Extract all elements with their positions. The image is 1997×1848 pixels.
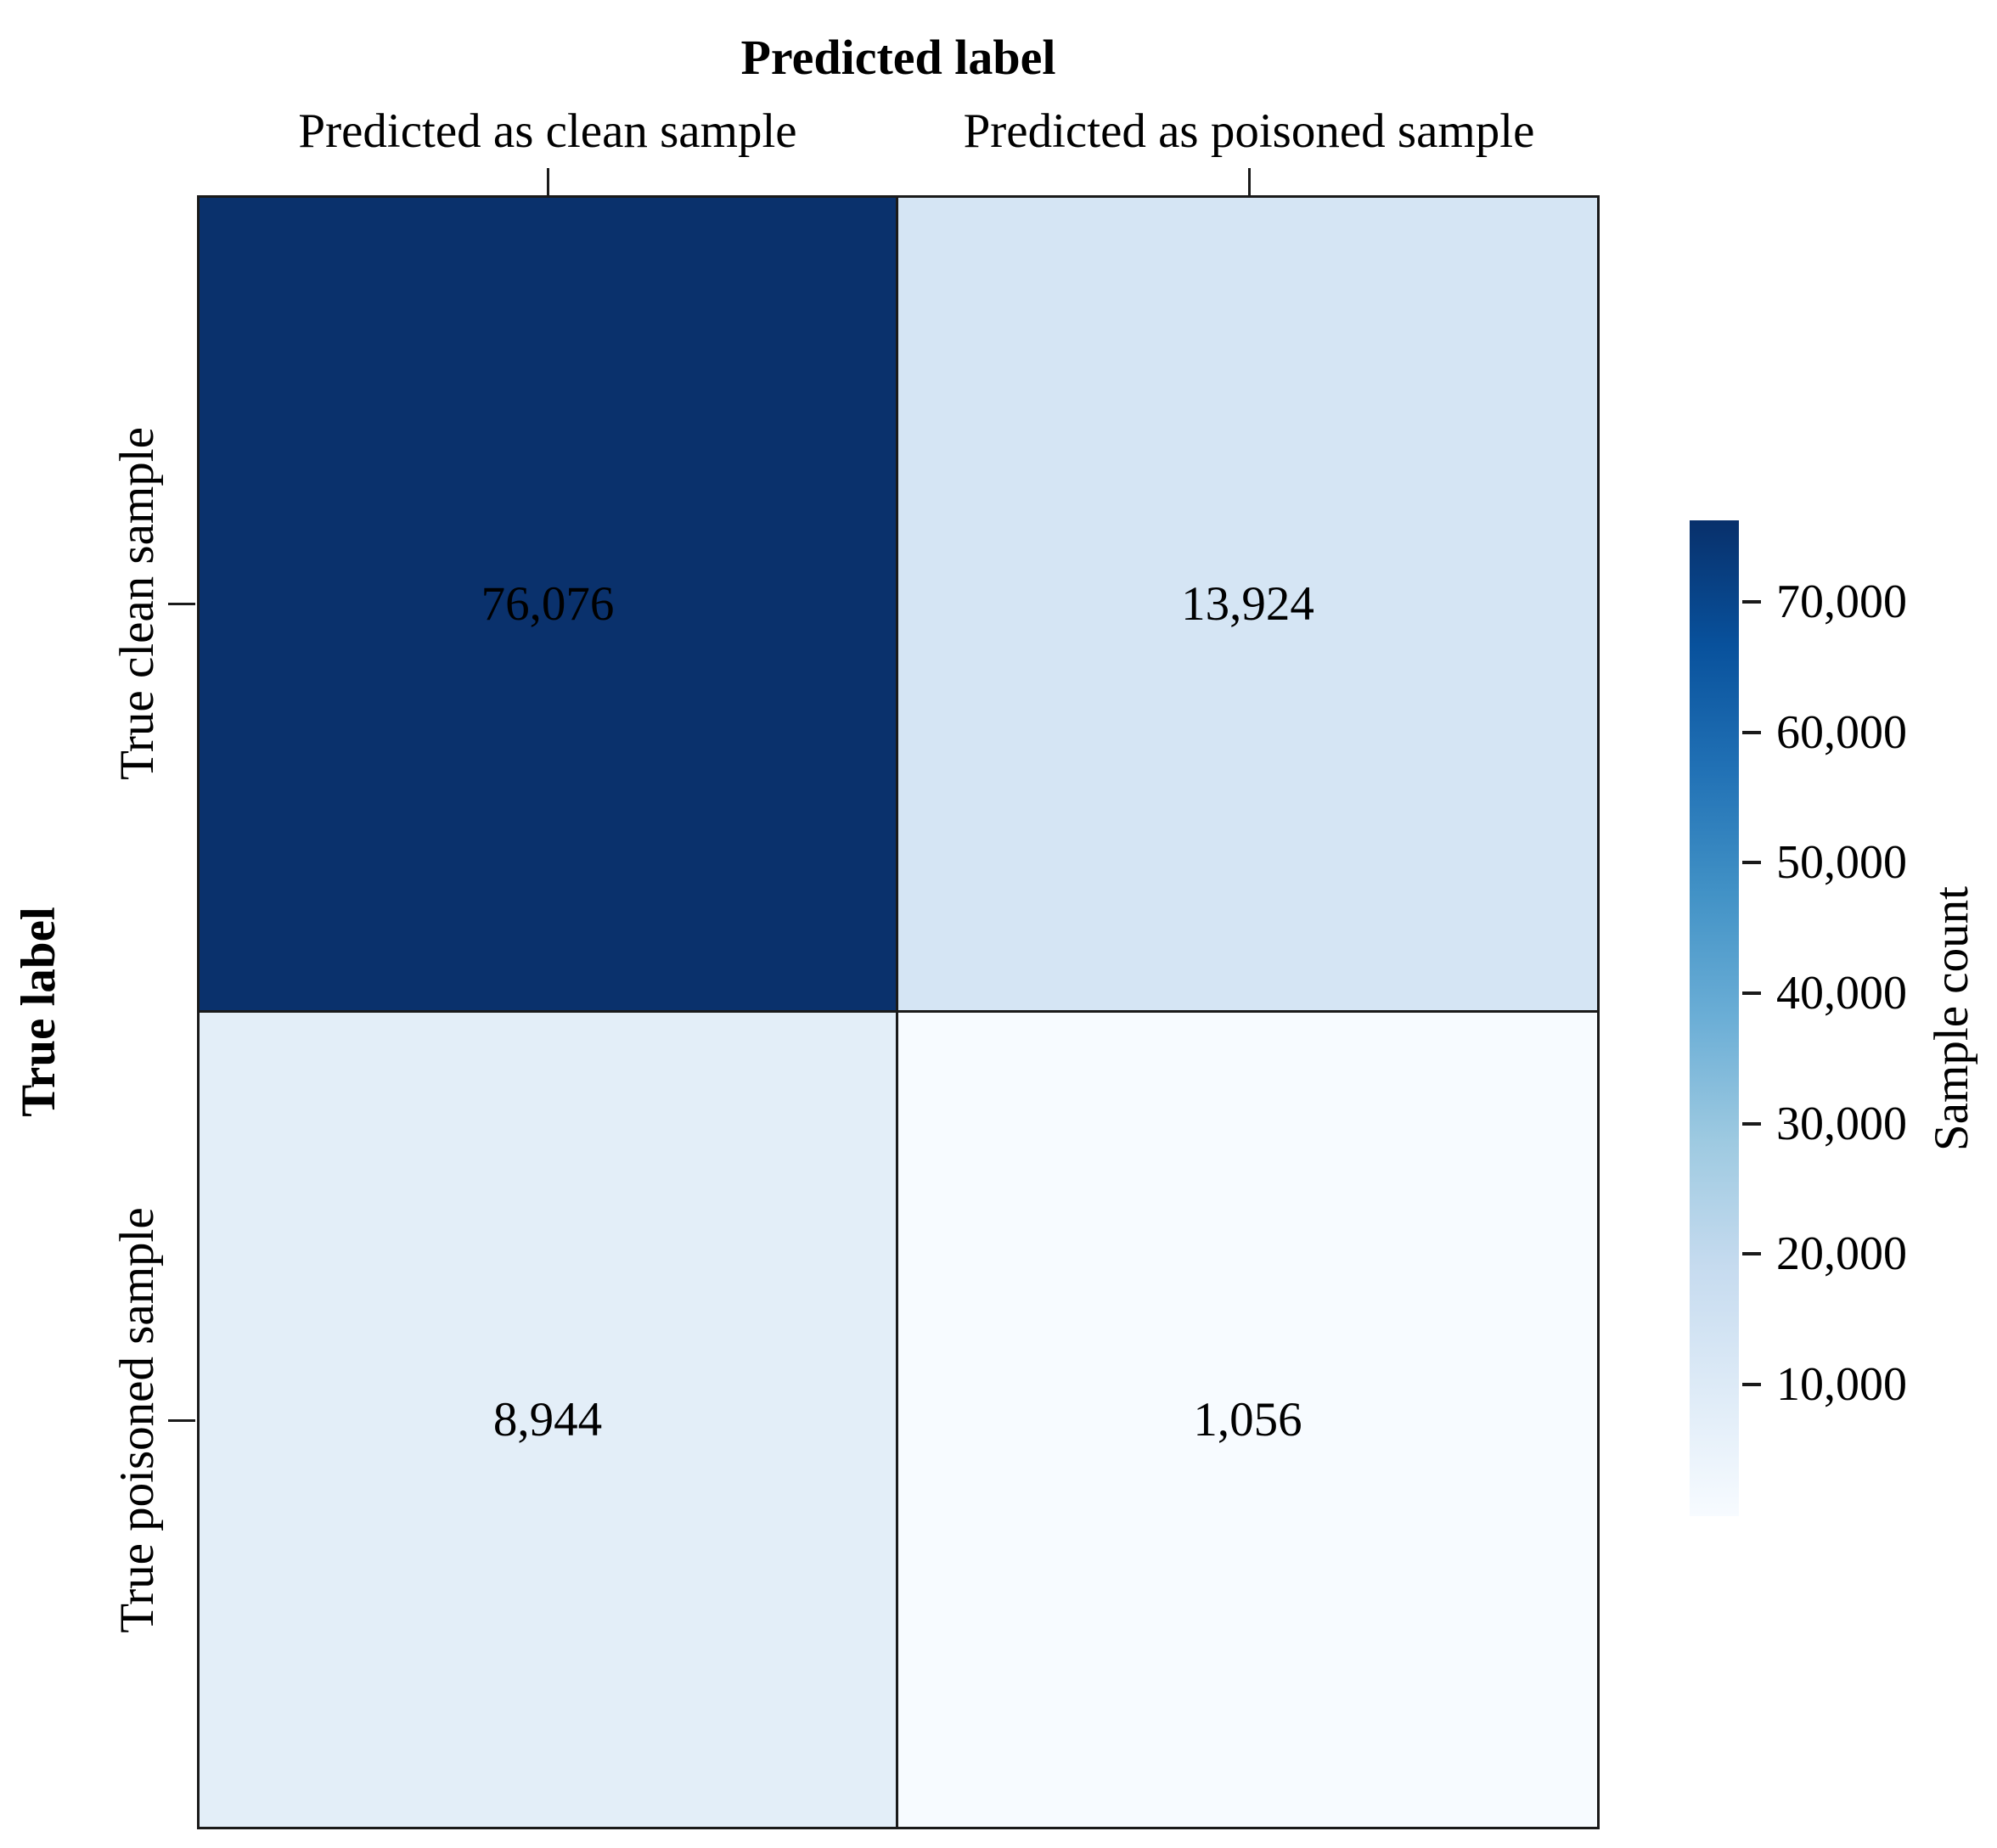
y-axis-title: True label bbox=[12, 907, 65, 1117]
colorbar-tick-label-60000: 60,000 bbox=[1776, 706, 1907, 759]
y-axis-tick-mark-2 bbox=[168, 1419, 195, 1422]
colorbar-tick-mark-70000 bbox=[1742, 600, 1761, 604]
heatmap-grid: 76,076 13,924 8,944 1,056 bbox=[197, 195, 1600, 1829]
cell-true-poisoned-predicted-poisoned: 1,056 bbox=[898, 1012, 1597, 1827]
x-axis-tick-mark-1 bbox=[547, 168, 549, 195]
column-label-predicted-poisoned: Predicted as poisoned sample bbox=[963, 104, 1535, 158]
colorbar-tick-label-20000: 20,000 bbox=[1776, 1227, 1907, 1280]
colorbar-tick-mark-10000 bbox=[1742, 1383, 1761, 1386]
cell-true-clean-predicted-poisoned: 13,924 bbox=[898, 198, 1597, 1013]
colorbar-tick-mark-60000 bbox=[1742, 731, 1761, 734]
colorbar-tick-mark-40000 bbox=[1742, 991, 1761, 995]
row-label-true-poisoned: True poisoned sample bbox=[110, 1207, 164, 1633]
colorbar-tick-label-70000: 70,000 bbox=[1776, 576, 1907, 628]
cell-true-clean-predicted-clean: 76,076 bbox=[200, 198, 898, 1013]
cell-true-poisoned-predicted-clean: 8,944 bbox=[200, 1012, 898, 1827]
x-axis-title: Predicted label bbox=[740, 30, 1056, 85]
colorbar-tick-label-30000: 30,000 bbox=[1776, 1098, 1907, 1150]
colorbar-tick-label-50000: 50,000 bbox=[1776, 836, 1907, 889]
colorbar-gradient bbox=[1690, 520, 1739, 1516]
colorbar-tick-label-40000: 40,000 bbox=[1776, 967, 1907, 1019]
colorbar-tick-mark-50000 bbox=[1742, 861, 1761, 864]
row-label-true-clean: True clean sample bbox=[110, 427, 164, 780]
colorbar-title: Sample count bbox=[1925, 886, 1978, 1151]
y-axis-tick-mark-1 bbox=[168, 603, 195, 605]
x-axis-tick-mark-2 bbox=[1248, 168, 1251, 195]
colorbar-tick-mark-20000 bbox=[1742, 1252, 1761, 1255]
colorbar-tick-label-10000: 10,000 bbox=[1776, 1358, 1907, 1411]
colorbar-tick-mark-30000 bbox=[1742, 1122, 1761, 1126]
column-label-predicted-clean: Predicted as clean sample bbox=[298, 104, 797, 158]
